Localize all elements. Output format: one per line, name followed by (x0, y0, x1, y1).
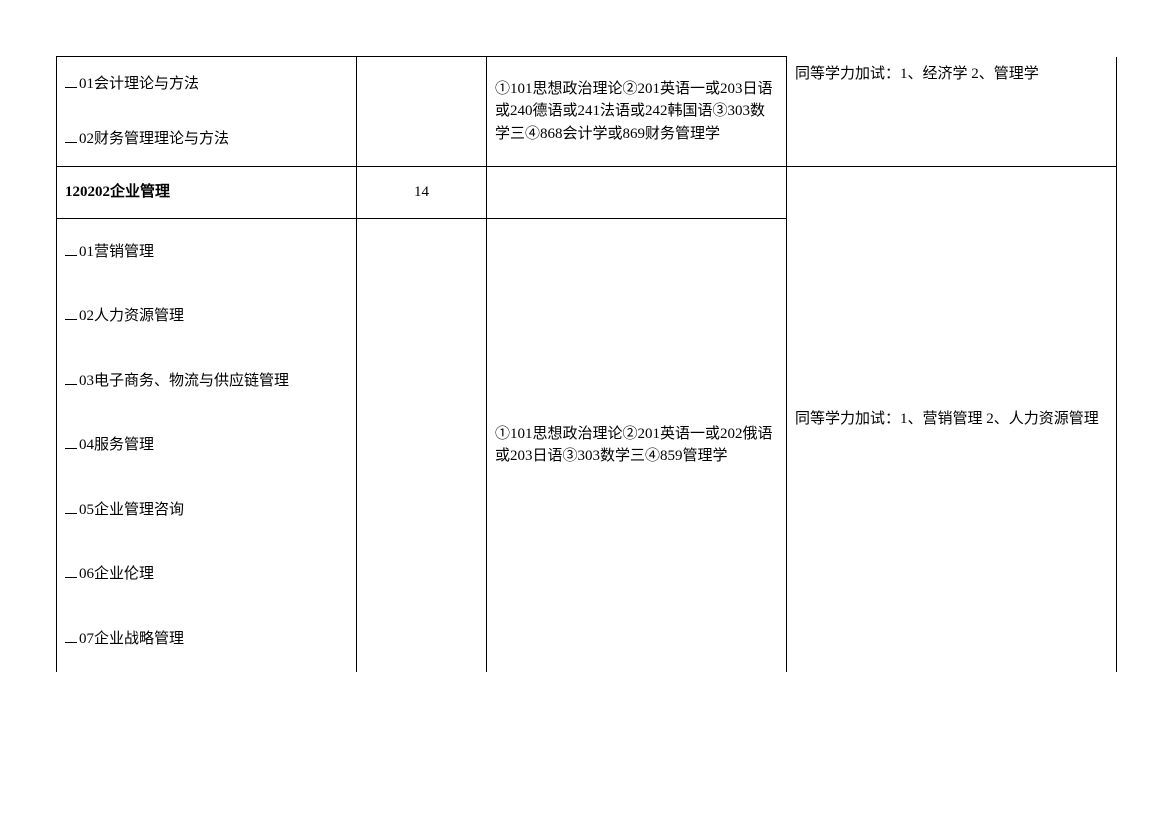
table-row: 120202企业管理 14 同等学力加试：1、营销管理 2、人力资源管理 (57, 167, 1117, 219)
exam-text: ①101思想政治理论②201英语一或202俄语或203日语③303数学三④859… (495, 426, 773, 465)
count-value: 14 (414, 184, 429, 200)
direction-cell: 01会计理论与方法 (57, 57, 357, 112)
direction-cell: 06企业伦理 (57, 537, 357, 602)
exam-cell: ①101思想政治理论②201英语一或202俄语或203日语③303数学三④859… (487, 218, 787, 672)
exam-cell (487, 167, 787, 219)
direction-cell: 07企业战略管理 (57, 602, 357, 673)
count-cell (357, 57, 487, 167)
notes-cell: 同等学力加试：1、营销管理 2、人力资源管理 (787, 167, 1117, 673)
program-header-label: 120202企业管理 (65, 184, 170, 200)
direction-label: 07企业战略管理 (79, 631, 184, 647)
direction-label: 06企业伦理 (79, 566, 154, 582)
exam-text: ①101思想政治理论②201英语一或203日语或240德语或241法语或242韩… (495, 81, 773, 142)
notes-text: 同等学力加试：1、经济学 2、管理学 (795, 66, 1039, 82)
table-row: 01会计理论与方法 ①101思想政治理论②201英语一或203日语或240德语或… (57, 57, 1117, 112)
direction-label: 04服务管理 (79, 437, 154, 453)
exam-cell: ①101思想政治理论②201英语一或203日语或240德语或241法语或242韩… (487, 57, 787, 167)
program-table: 01会计理论与方法 ①101思想政治理论②201英语一或203日语或240德语或… (56, 56, 1117, 672)
direction-cell: 04服务管理 (57, 408, 357, 473)
direction-cell: 03电子商务、物流与供应链管理 (57, 344, 357, 409)
notes-cell: 同等学力加试：1、经济学 2、管理学 (787, 57, 1117, 167)
direction-label: 01会计理论与方法 (79, 76, 199, 92)
notes-text: 同等学力加试：1、营销管理 2、人力资源管理 (795, 411, 1099, 427)
direction-cell: 05企业管理咨询 (57, 473, 357, 538)
direction-cell: 01营销管理 (57, 218, 357, 279)
direction-cell: 02财务管理理论与方法 (57, 112, 357, 167)
direction-label: 02人力资源管理 (79, 308, 184, 324)
count-cell: 14 (357, 167, 487, 219)
program-header-cell: 120202企业管理 (57, 167, 357, 219)
direction-label: 01营销管理 (79, 244, 154, 260)
direction-label: 02财务管理理论与方法 (79, 131, 229, 147)
count-cell (357, 218, 487, 672)
direction-label: 05企业管理咨询 (79, 502, 184, 518)
direction-cell: 02人力资源管理 (57, 279, 357, 344)
direction-label: 03电子商务、物流与供应链管理 (79, 373, 289, 389)
